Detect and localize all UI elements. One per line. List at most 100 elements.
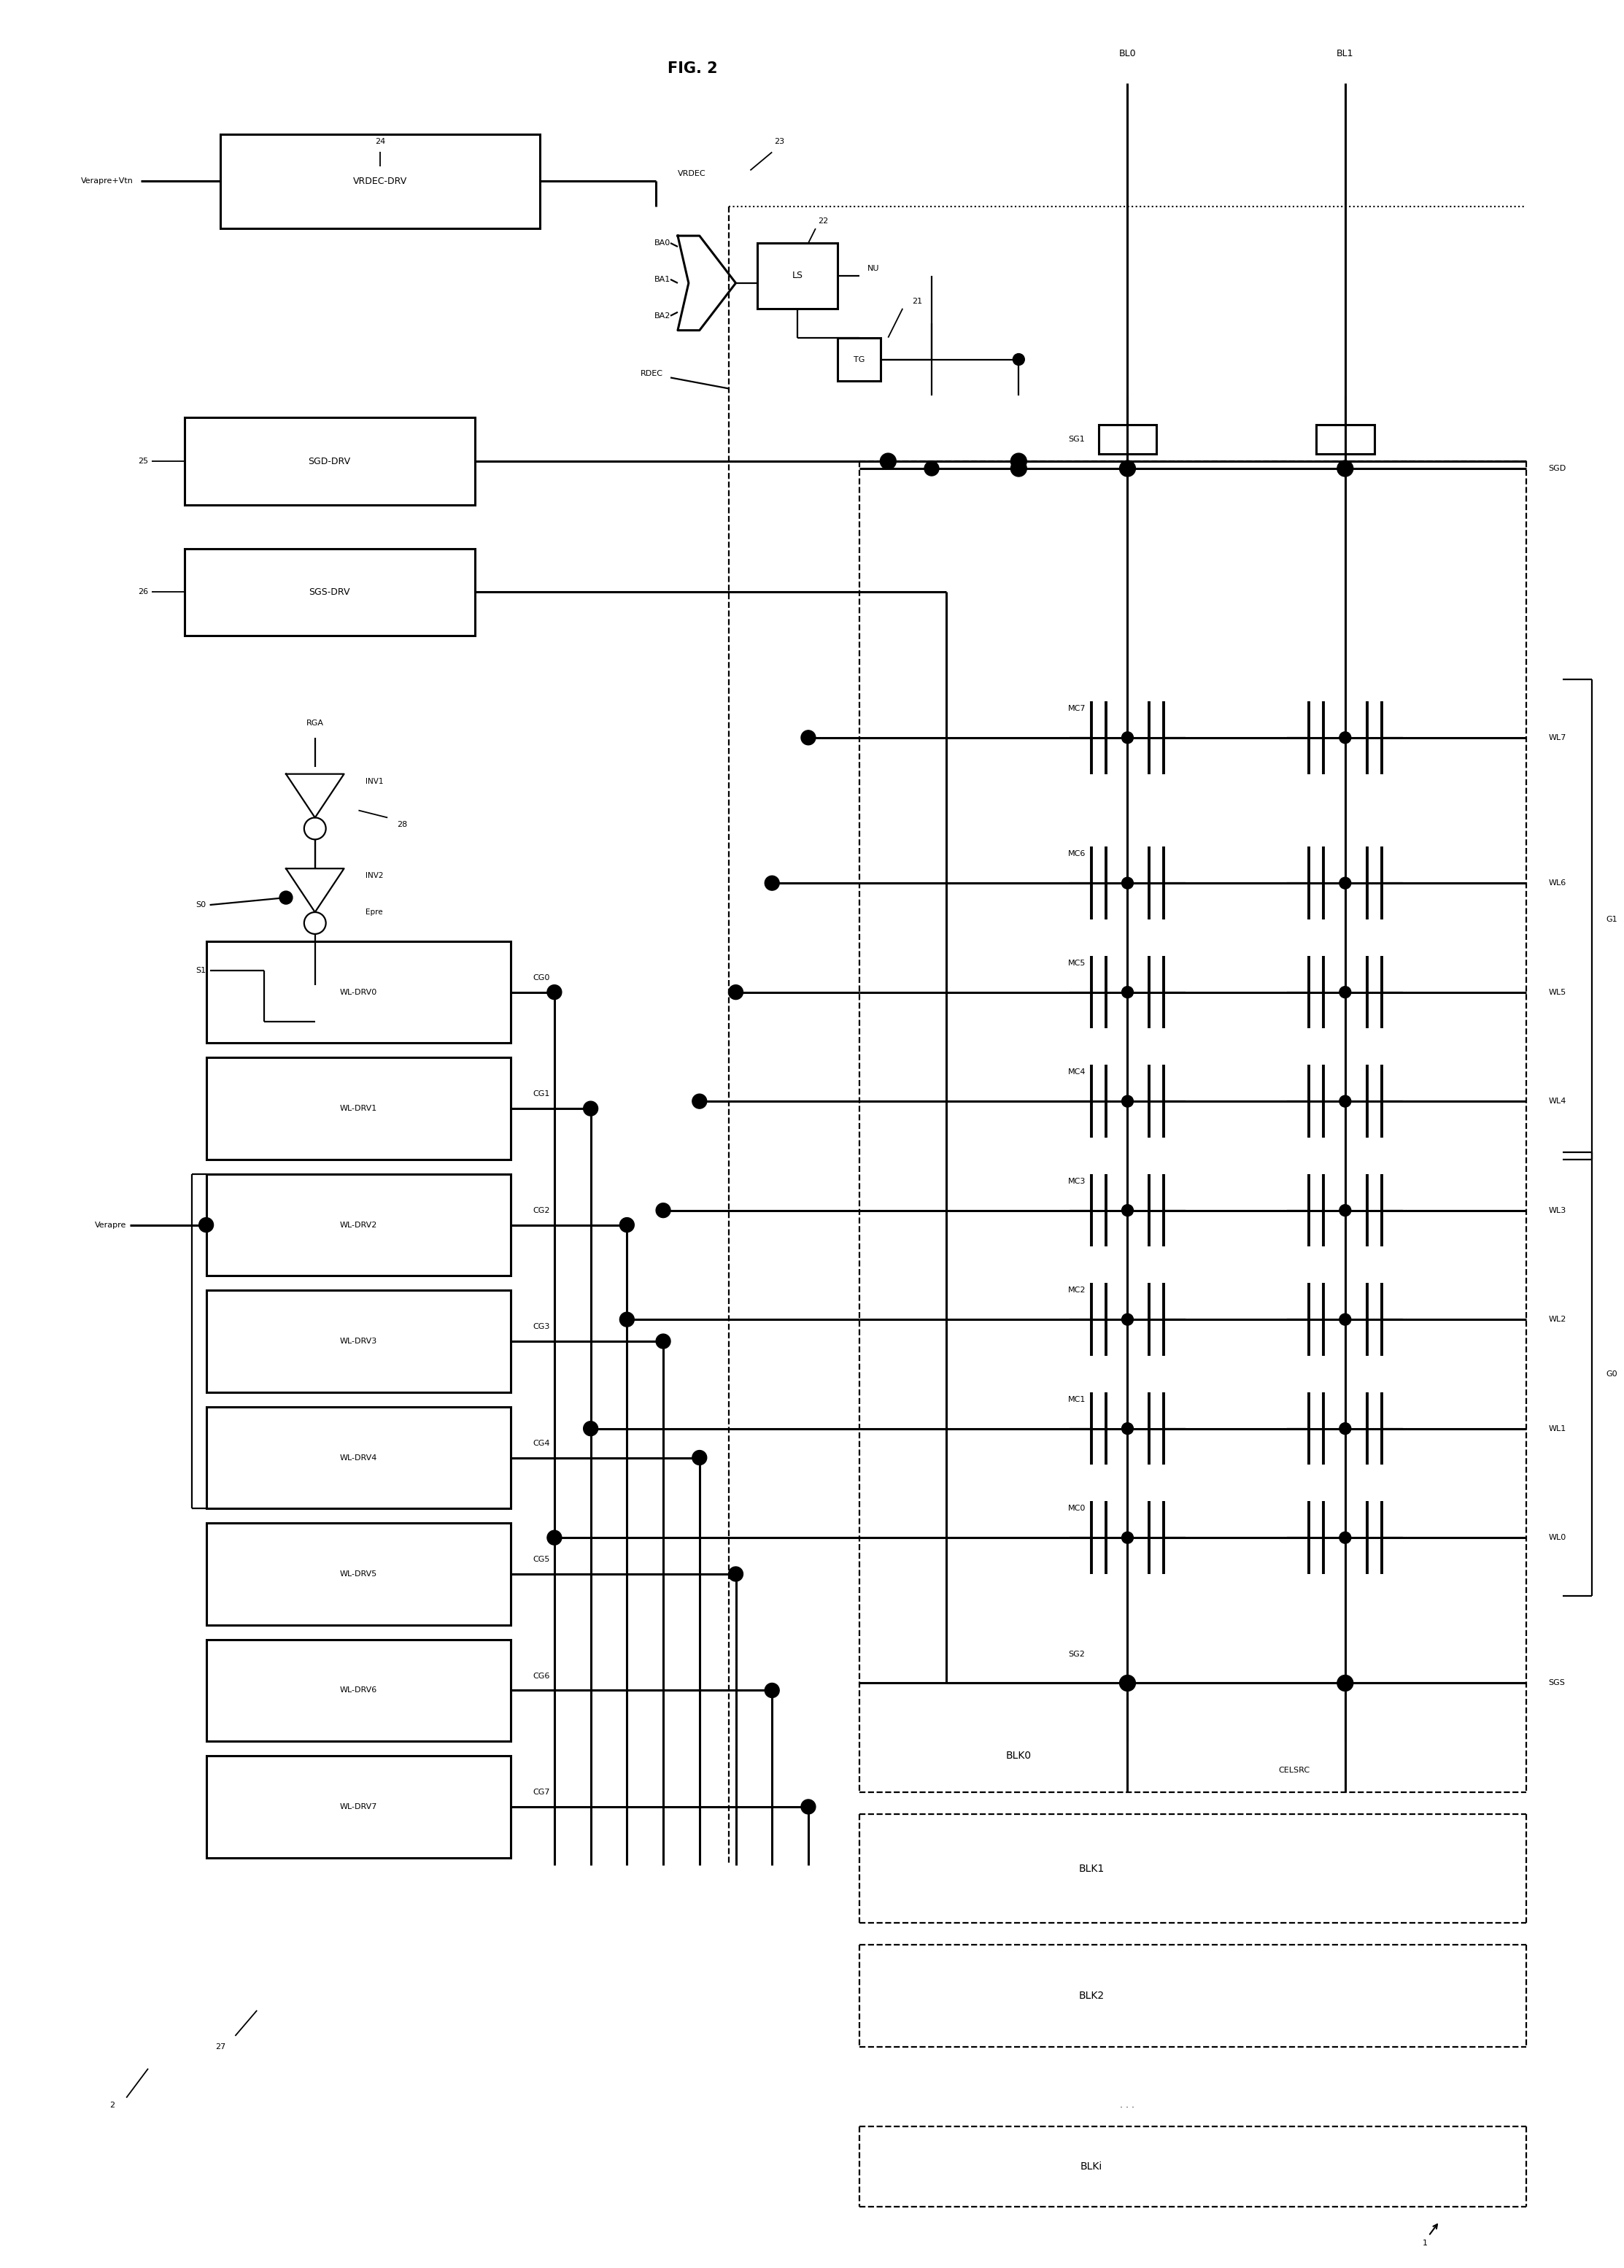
Text: CG4: CG4	[533, 1440, 551, 1447]
Bar	[206, 1290, 512, 1393]
Text: Verapre+Vtn: Verapre+Vtn	[81, 177, 133, 186]
Circle shape	[1340, 1531, 1351, 1545]
Circle shape	[765, 1683, 780, 1699]
Bar	[185, 549, 474, 635]
Circle shape	[1010, 454, 1026, 469]
Circle shape	[1013, 354, 1025, 365]
Circle shape	[1122, 733, 1134, 744]
Circle shape	[801, 1799, 815, 1814]
Text: CG2: CG2	[533, 1207, 551, 1213]
Circle shape	[656, 1202, 671, 1218]
Bar	[206, 1755, 512, 1857]
Circle shape	[304, 912, 326, 934]
Circle shape	[692, 1093, 706, 1109]
Text: WL-DRV3: WL-DRV3	[339, 1338, 377, 1345]
Text: MC2: MC2	[1069, 1286, 1086, 1295]
Text: FIG. 2: FIG. 2	[667, 61, 718, 75]
Circle shape	[1337, 1676, 1353, 1692]
Text: INV1: INV1	[365, 778, 383, 785]
Circle shape	[1010, 460, 1026, 476]
Text: TG: TG	[854, 356, 864, 363]
Circle shape	[1340, 878, 1351, 889]
Text: WL-DRV0: WL-DRV0	[339, 989, 377, 996]
Circle shape	[309, 1014, 322, 1027]
Circle shape	[924, 460, 939, 476]
Bar	[221, 134, 539, 229]
Circle shape	[1122, 1531, 1134, 1545]
Text: S1: S1	[197, 966, 206, 973]
Circle shape	[729, 1567, 744, 1581]
Bar	[757, 243, 838, 308]
Circle shape	[1122, 1422, 1134, 1433]
Circle shape	[583, 1422, 598, 1436]
Text: 26: 26	[138, 587, 148, 596]
Text: INV2: INV2	[365, 873, 383, 880]
Circle shape	[765, 875, 780, 891]
Text: WL-DRV4: WL-DRV4	[339, 1454, 377, 1461]
Text: CG7: CG7	[533, 1789, 551, 1796]
Text: WL-DRV6: WL-DRV6	[339, 1687, 377, 1694]
Bar	[838, 338, 880, 381]
Text: NU: NU	[867, 265, 880, 272]
Text: CG1: CG1	[533, 1091, 549, 1098]
Text: 27: 27	[216, 2043, 226, 2050]
Text: MC7: MC7	[1069, 705, 1086, 712]
Text: G1: G1	[1606, 916, 1618, 923]
Circle shape	[1340, 1313, 1351, 1325]
Text: BA0: BA0	[654, 240, 671, 247]
Bar	[206, 1175, 512, 1277]
Text: RDEC: RDEC	[640, 370, 663, 376]
Text: WL-DRV5: WL-DRV5	[339, 1569, 377, 1579]
Circle shape	[801, 730, 815, 744]
Text: WL4: WL4	[1548, 1098, 1566, 1105]
Text: 24: 24	[375, 138, 385, 145]
Text: BL1: BL1	[1337, 50, 1354, 59]
Text: WL2: WL2	[1548, 1315, 1566, 1322]
Text: G0: G0	[1606, 1370, 1618, 1377]
Text: BLKi: BLKi	[1080, 2161, 1103, 2173]
Circle shape	[1122, 1095, 1134, 1107]
Text: WL-DRV7: WL-DRV7	[339, 1803, 377, 1810]
Circle shape	[279, 891, 292, 905]
Text: WL7: WL7	[1548, 735, 1566, 742]
Text: MC5: MC5	[1069, 959, 1085, 966]
Text: CG0: CG0	[533, 973, 549, 982]
Text: Verapre: Verapre	[94, 1220, 127, 1229]
Text: MC3: MC3	[1069, 1177, 1085, 1184]
Text: BLK0: BLK0	[1005, 1751, 1031, 1760]
Text: SGS: SGS	[1548, 1681, 1566, 1687]
Text: SGS-DRV: SGS-DRV	[309, 587, 351, 596]
Text: 21: 21	[913, 297, 922, 304]
Text: BL0: BL0	[1119, 50, 1137, 59]
Circle shape	[547, 1531, 562, 1545]
Text: . . .: . . .	[1121, 2100, 1135, 2109]
Text: LS: LS	[793, 272, 802, 281]
Text: 25: 25	[138, 458, 148, 465]
Text: SGD: SGD	[1548, 465, 1566, 472]
Circle shape	[583, 1102, 598, 1116]
Text: WL-DRV2: WL-DRV2	[339, 1220, 377, 1229]
Text: Epre: Epre	[365, 909, 383, 916]
Text: WL-DRV1: WL-DRV1	[339, 1105, 377, 1111]
Text: MC6: MC6	[1069, 850, 1085, 857]
Circle shape	[692, 1449, 706, 1465]
Circle shape	[656, 1334, 671, 1349]
Bar	[206, 1640, 512, 1742]
Text: BLK2: BLK2	[1078, 1991, 1104, 2000]
Circle shape	[547, 984, 562, 1000]
Text: MC0: MC0	[1069, 1506, 1085, 1513]
Text: VRDEC-DRV: VRDEC-DRV	[352, 177, 408, 186]
Text: 22: 22	[817, 218, 828, 225]
Bar	[185, 417, 474, 506]
Circle shape	[880, 454, 896, 469]
Circle shape	[1122, 987, 1134, 998]
Circle shape	[1340, 1422, 1351, 1433]
Text: WL5: WL5	[1548, 989, 1566, 996]
Text: 23: 23	[775, 138, 784, 145]
Text: CG3: CG3	[533, 1322, 549, 1331]
Text: WL1: WL1	[1548, 1424, 1566, 1431]
Text: 2: 2	[109, 2102, 114, 2109]
Text: MC4: MC4	[1069, 1068, 1086, 1075]
Circle shape	[198, 1218, 213, 1232]
Bar	[1098, 424, 1156, 454]
